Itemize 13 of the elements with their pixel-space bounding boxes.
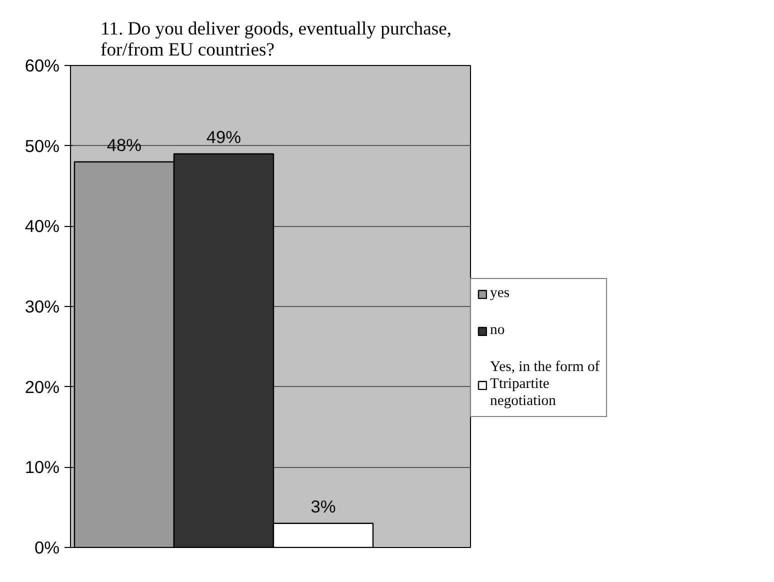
legend-label: Yes, in the form of Ttripartite negotiation — [490, 359, 600, 410]
data-label: 3% — [310, 496, 336, 516]
legend-label: no — [490, 322, 506, 339]
legend-label: yes — [490, 285, 510, 302]
data-label: 49% — [206, 126, 242, 147]
y-tick-label: 0% — [34, 538, 60, 558]
y-tick-label: 50% — [24, 136, 60, 156]
y-tick-label: 60% — [24, 56, 60, 76]
y-tick-label: 30% — [24, 296, 60, 316]
y-tick-label: 20% — [24, 376, 60, 397]
y-tick-label: 10% — [24, 457, 60, 478]
y-tick-label: 40% — [24, 216, 60, 236]
chart-title: 11. Do you deliver goods, eventually purchase, for/from EU countries? — [100, 18, 452, 60]
